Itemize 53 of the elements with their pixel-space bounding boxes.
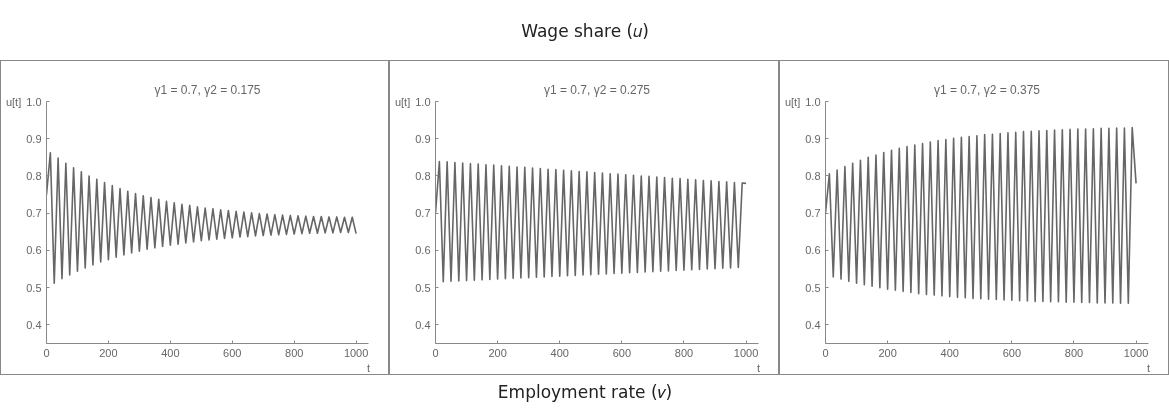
chart-title: γ1 = 0.7, γ2 = 0.375 [933, 82, 1041, 97]
y-tick-label: 0.5 [805, 281, 821, 294]
text: Wage share (𝑢) [521, 20, 649, 41]
x-tick-label: 0 [432, 346, 439, 359]
x-tick-label: 600 [612, 346, 632, 359]
y-tick-label: 0.7 [26, 207, 42, 220]
line-series [46, 152, 357, 284]
y-tick-label: 0.6 [415, 244, 431, 257]
x-tick-label: 1000 [343, 346, 369, 359]
line-series [825, 126, 1137, 305]
y-tick-label: 0.4 [415, 318, 431, 331]
x-axis-title: t [366, 361, 371, 374]
chart-title: γ1 = 0.7, γ2 = 0.175 [154, 82, 261, 97]
x-tick-label: 1000 [733, 346, 759, 359]
x-tick-label: 400 [940, 346, 959, 359]
y-axis-title: u[t] [784, 95, 801, 108]
y-tick-label: 0.9 [26, 132, 42, 145]
x-tick-label: 800 [1064, 346, 1084, 359]
x-tick-label: 600 [1002, 346, 1022, 359]
y-tick-label: 1.0 [26, 95, 42, 108]
y-tick-label: 0.4 [26, 318, 42, 331]
y-tick-label: 1.0 [415, 95, 431, 108]
y-tick-label: 1.0 [805, 95, 821, 108]
text: Employment rate (𝑣) [497, 382, 673, 402]
y-tick-label: 0.5 [415, 281, 431, 294]
x-tick-label: 200 [878, 346, 897, 359]
y-tick-label: 0.7 [415, 207, 431, 220]
x-tick-label: 0 [43, 346, 50, 359]
y-tick-label: 0.9 [415, 132, 431, 145]
x-tick-label: 600 [223, 346, 242, 359]
x-tick-label: 400 [550, 346, 569, 359]
x-tick-label: 0 [822, 346, 829, 359]
y-axis-title: u[t] [5, 95, 22, 108]
x-tick-label: 200 [488, 346, 507, 359]
y-tick-label: 0.6 [26, 244, 42, 257]
x-axis-title: t [756, 361, 761, 374]
chart-title: γ1 = 0.7, γ2 = 0.275 [543, 82, 651, 97]
y-tick-label: 0.8 [805, 169, 821, 182]
y-tick-label: 0.8 [26, 169, 42, 182]
y-axis-title: u[t] [394, 95, 411, 108]
y-tick-label: 0.7 [805, 207, 821, 220]
y-tick-label: 0.6 [805, 244, 821, 257]
y-tick-label: 0.4 [805, 318, 821, 331]
line-series [435, 160, 747, 283]
y-tick-label: 0.5 [26, 281, 42, 294]
x-tick-label: 800 [674, 346, 694, 359]
x-tick-label: 800 [285, 346, 304, 359]
x-tick-label: 1000 [1123, 346, 1149, 359]
x-tick-label: 200 [99, 346, 118, 359]
x-axis-title: t [1146, 361, 1151, 374]
y-tick-label: 0.8 [415, 169, 431, 182]
x-tick-label: 400 [161, 346, 180, 359]
y-tick-label: 0.9 [805, 132, 821, 145]
